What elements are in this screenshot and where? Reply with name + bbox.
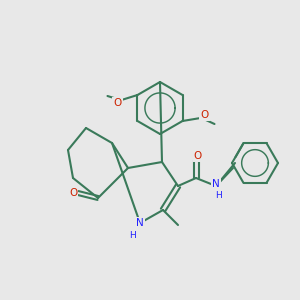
- Text: H: H: [214, 190, 221, 200]
- Text: N: N: [136, 218, 144, 228]
- Text: H: H: [129, 230, 135, 239]
- Text: O: O: [200, 110, 208, 120]
- Text: N: N: [212, 179, 220, 189]
- Text: O: O: [69, 188, 77, 198]
- Text: O: O: [194, 151, 202, 161]
- Text: O: O: [113, 98, 122, 108]
